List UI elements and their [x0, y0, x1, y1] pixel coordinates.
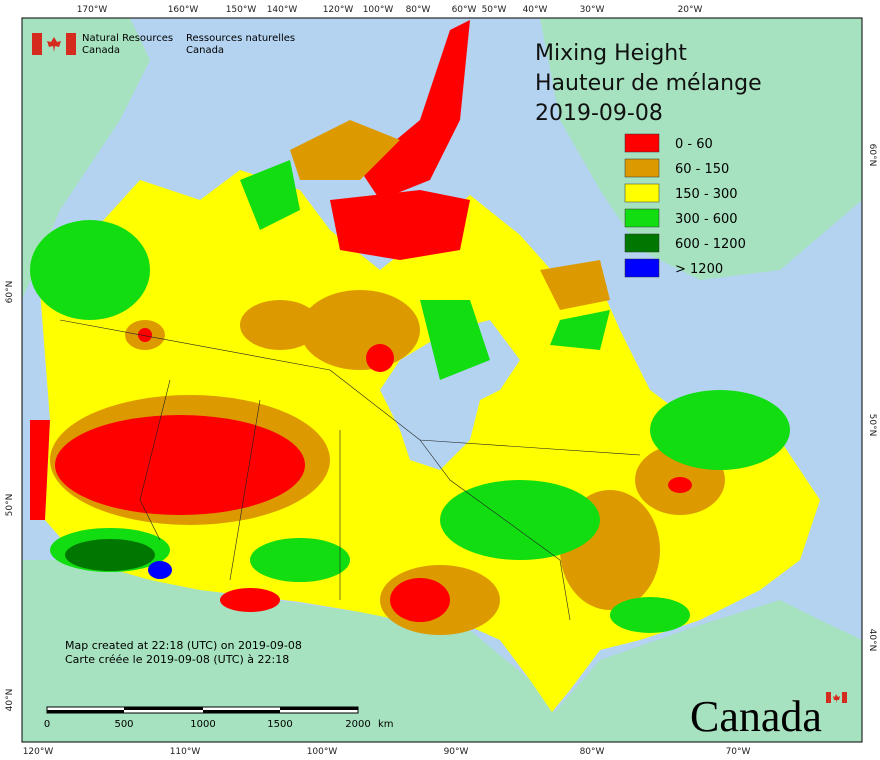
graticule-label: 60°W: [452, 5, 477, 15]
graticule-label: 50°N: [867, 414, 877, 437]
title: 2019-09-08: [535, 101, 663, 126]
graticule-label: 110°W: [170, 747, 201, 757]
basemap: [22, 18, 862, 742]
graticule-label: 120°W: [23, 747, 54, 757]
graticule-label: 80°W: [406, 5, 431, 15]
legend-swatch: [624, 133, 660, 153]
graticule-label: 50°N: [5, 494, 15, 517]
legend-label: 300 - 600: [675, 212, 738, 227]
graticule-label: 30°W: [580, 5, 605, 15]
agency-name: Ressources naturelles: [186, 33, 295, 44]
agency-name: Canada: [82, 45, 120, 56]
graticule-label: 80°W: [580, 747, 605, 757]
legend-swatch: [624, 208, 660, 228]
agency-signature: [32, 33, 76, 55]
legend-label: 0 - 60: [675, 137, 713, 152]
scale-label: 1000: [190, 719, 215, 730]
graticule-label: 60°N: [5, 281, 15, 304]
graticule-label: 70°W: [726, 747, 751, 757]
scale-label: 2000: [345, 719, 370, 730]
legend-label: 600 - 1200: [675, 237, 746, 252]
title: Mixing Height: [535, 41, 687, 66]
agency-name: Natural Resources: [82, 33, 173, 44]
graticule-label: 90°W: [444, 747, 469, 757]
scale-label: 1500: [267, 719, 292, 730]
scale-unit: km: [378, 719, 394, 730]
credit: Map created at 22:18 (UTC) on 2019-09-08: [65, 639, 302, 652]
graticule-label: 40°W: [523, 5, 548, 15]
legend-swatch: [624, 258, 660, 278]
legend-swatch: [624, 158, 660, 178]
graticule-label: 50°W: [482, 5, 507, 15]
graticule-label: 40°N: [867, 629, 877, 652]
graticule-label: 140°W: [267, 5, 298, 15]
scale-label: 0: [44, 719, 50, 730]
graticule-label: 60°N: [867, 144, 877, 167]
map-border: [21, 17, 863, 743]
graticule-label: 170°W: [77, 5, 108, 15]
wordmark: Canada: [690, 692, 822, 741]
credit: Carte créée le 2019-09-08 (UTC) à 22:18: [65, 653, 289, 666]
wordmark-flag: [826, 692, 847, 703]
legend-label: > 1200: [675, 262, 723, 277]
graticule-label: 160°W: [168, 5, 199, 15]
agency-name: Canada: [186, 45, 224, 56]
legend-swatch: [624, 183, 660, 203]
boundaries: [59, 319, 641, 621]
graticule-label: 120°W: [323, 5, 354, 15]
scale-label: 500: [114, 719, 133, 730]
graticule-label: 150°W: [226, 5, 257, 15]
title: Hauteur de mélange: [535, 71, 762, 96]
graticule-label: 100°W: [307, 747, 338, 757]
graticule-label: 20°W: [678, 5, 703, 15]
legend-label: 60 - 150: [675, 162, 729, 177]
graticule-label: 100°W: [363, 5, 394, 15]
legend-label: 150 - 300: [675, 187, 738, 202]
scale-bar: [46, 706, 359, 714]
legend-swatch: [624, 233, 660, 253]
graticule-label: 40°N: [5, 689, 15, 712]
